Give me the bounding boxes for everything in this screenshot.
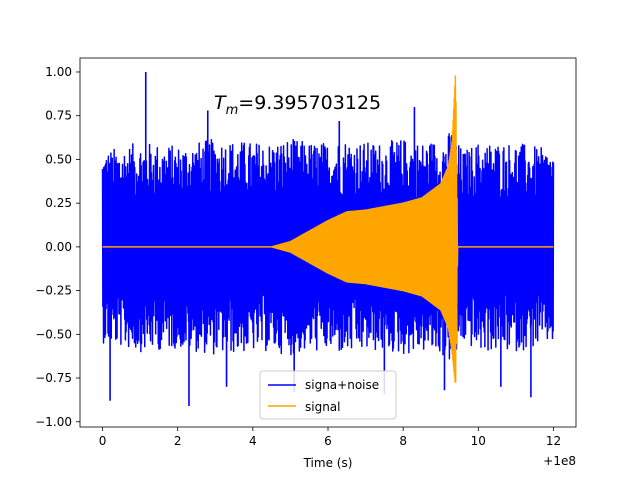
y-tick-label: −0.75	[35, 371, 72, 385]
x-tick-label: 12	[546, 434, 561, 448]
y-tick-label: 0.50	[45, 152, 72, 166]
plot-area	[101, 71, 555, 407]
x-axis-label: Time (s)	[303, 456, 353, 470]
x-tick-label: 0	[99, 434, 107, 448]
x-tick-label: 10	[471, 434, 486, 448]
y-tick-label: −0.50	[35, 327, 72, 341]
tm-subscript: m	[226, 103, 239, 118]
tm-symbol: T	[214, 92, 227, 114]
legend: signa+noise signal	[259, 370, 397, 420]
y-tick-label: 0.75	[45, 109, 72, 123]
tm-value: =9.395703125	[238, 92, 381, 114]
series-line-signal	[102, 75, 554, 383]
x-axis-offset-text: +1e8	[543, 454, 576, 468]
legend-box	[259, 370, 397, 420]
y-tick-label: 1.00	[45, 65, 72, 79]
tm-annotation: Tm=9.395703125	[214, 92, 381, 118]
x-axis: 0 2 4 6 8 10 12	[99, 427, 561, 448]
x-tick-label: 4	[249, 434, 257, 448]
y-tick-label: −1.00	[35, 415, 72, 429]
series-line-signal-noise	[101, 133, 555, 360]
y-tick-label: −0.25	[35, 284, 72, 298]
x-tick-label: 6	[324, 434, 332, 448]
legend-label-signal: signal	[305, 400, 341, 414]
x-tick-label: 2	[174, 434, 182, 448]
legend-label-signal-noise: signa+noise	[305, 378, 379, 392]
y-tick-label: 0.00	[45, 240, 72, 254]
x-tick-label: 8	[399, 434, 407, 448]
y-axis: −1.00 −0.75 −0.50 −0.25 0.00 0.25 0.50 0.75 1.00	[35, 65, 80, 429]
y-tick-label: 0.25	[45, 196, 72, 210]
